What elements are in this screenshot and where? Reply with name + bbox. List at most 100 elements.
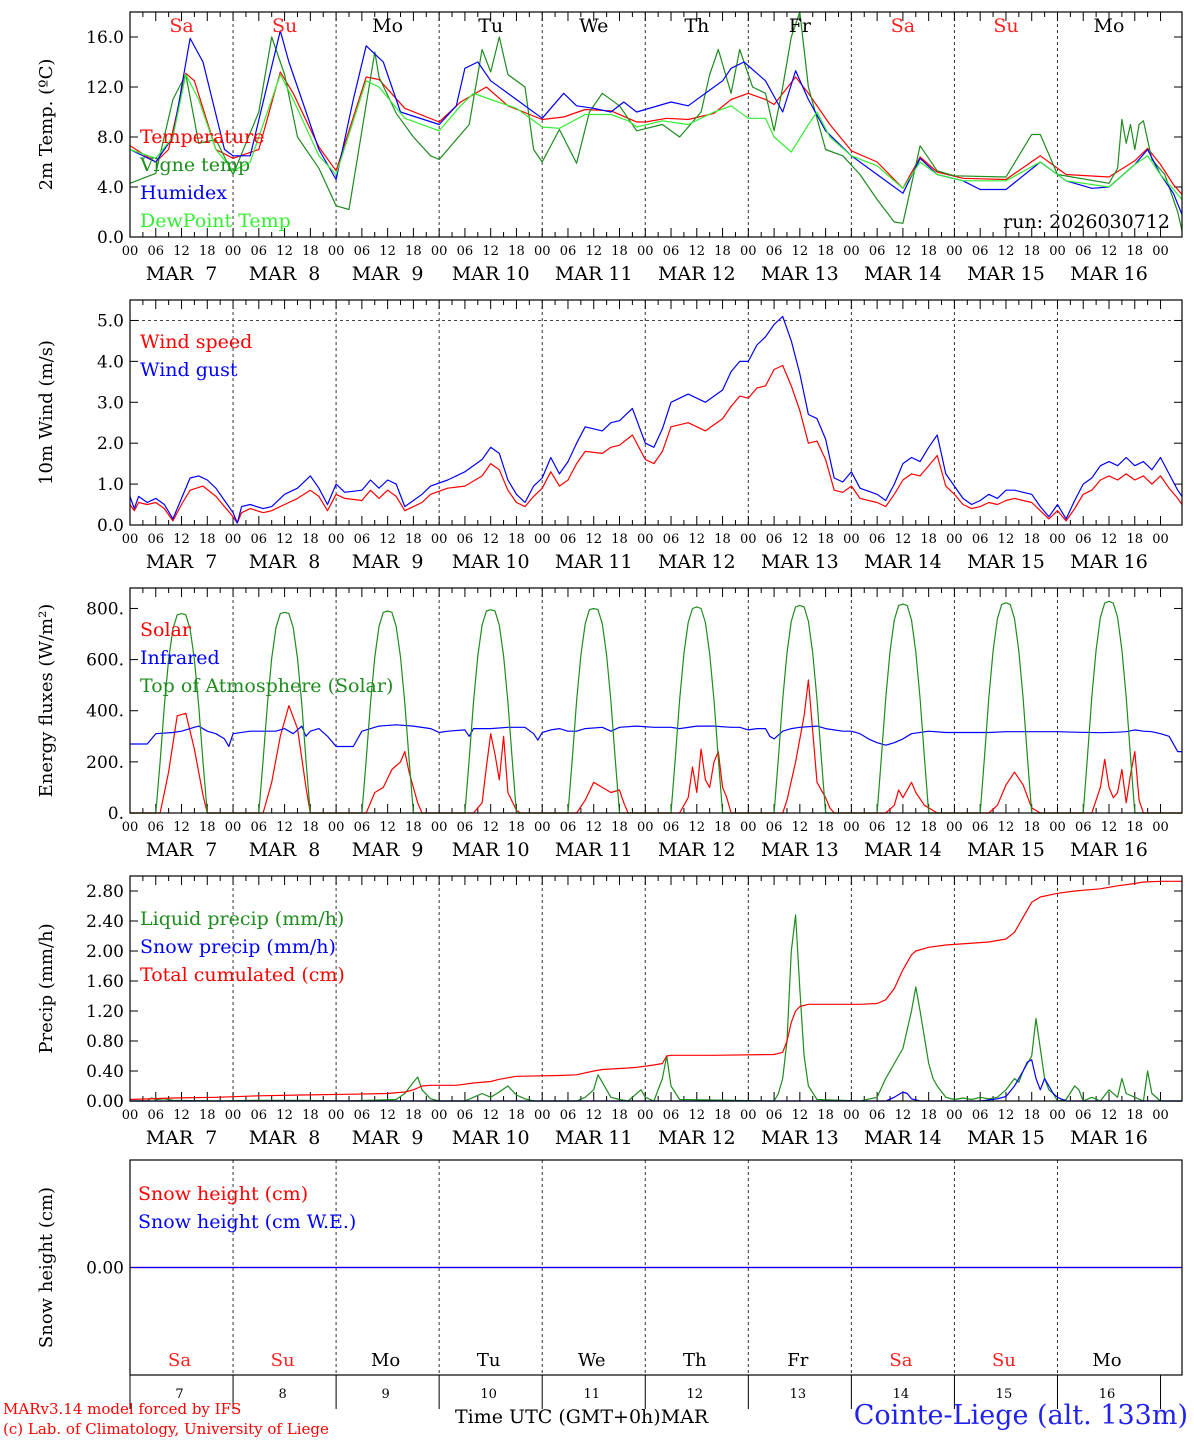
day-number: 9 [381, 1387, 389, 1402]
hour-label: 06 [354, 1108, 371, 1123]
time-axis-month: MAR [660, 1406, 709, 1428]
hour-label: 06 [251, 1108, 268, 1123]
y-tick-label: 2.80 [86, 882, 124, 902]
y-tick-label: 4.0 [97, 178, 124, 198]
weekday-label: Sa [889, 1350, 912, 1371]
legend-entry: Solar [140, 619, 192, 641]
hour-label: 00 [740, 820, 757, 835]
hour-label: 12 [276, 532, 293, 547]
y-tick-label: 3.0 [97, 393, 124, 413]
date-label: MAR 7 [146, 1127, 218, 1149]
y-tick-label: 16.0 [86, 28, 124, 48]
hour-label: 00 [328, 1108, 345, 1123]
hour-label: 18 [405, 820, 422, 835]
weekday-label: Mo [371, 1350, 400, 1371]
legend-entry: Wind gust [140, 359, 238, 381]
y-tick-label: 400. [86, 702, 124, 722]
hour-label: 00 [1049, 244, 1066, 259]
hour-label: 12 [895, 244, 912, 259]
hour-label: 06 [972, 532, 989, 547]
y-tick-label: 0.0 [97, 516, 124, 536]
hour-label: 12 [585, 1108, 602, 1123]
hour-label: 18 [405, 244, 422, 259]
hour-label: 12 [895, 1108, 912, 1123]
date-label: MAR 13 [761, 839, 839, 861]
weekday-label: Fr [789, 15, 812, 37]
weekday-label: Tu [478, 15, 503, 37]
date-label: MAR 16 [1070, 263, 1148, 285]
y-tick-label: 8.0 [97, 128, 124, 148]
legend-entry: Wind speed [140, 331, 252, 353]
date-label: MAR 15 [967, 1127, 1045, 1149]
weekday-label: Sa [891, 15, 915, 37]
series-line-solar [130, 679, 1182, 814]
date-label: MAR 10 [452, 551, 530, 573]
hour-label: 18 [302, 532, 319, 547]
hour-label: 06 [1075, 1108, 1092, 1123]
hour-label: 12 [482, 820, 499, 835]
hour-label: 00 [225, 820, 242, 835]
hour-label: 12 [482, 1108, 499, 1123]
date-label: MAR 7 [146, 551, 218, 573]
hour-label: 06 [354, 820, 371, 835]
weekday-label: Mo [372, 15, 403, 37]
hour-label: 00 [740, 532, 757, 547]
series-line-wind-speed [129, 364, 1183, 524]
hour-label: 06 [457, 244, 474, 259]
hour-label: 12 [482, 532, 499, 547]
hour-label: 06 [560, 1108, 577, 1123]
hour-label: 12 [276, 1108, 293, 1123]
hour-label: 18 [199, 532, 216, 547]
plot-frame [129, 299, 1183, 526]
y-tick-label: 600. [86, 651, 124, 671]
hour-label: 12 [895, 532, 912, 547]
hour-label: 12 [689, 244, 706, 259]
hour-label: 18 [1023, 244, 1040, 259]
hour-label: 06 [251, 244, 268, 259]
y-tick-label: 0.40 [86, 1062, 124, 1082]
date-label: MAR 8 [249, 1127, 321, 1149]
weekday-label: Sa [169, 15, 193, 37]
hour-label: 06 [560, 532, 577, 547]
plot-frame [129, 1159, 1183, 1376]
hour-label: 18 [199, 244, 216, 259]
hour-label: 06 [354, 244, 371, 259]
y-axis-label: Precip (mm/h) [36, 923, 57, 1053]
date-label: MAR 16 [1070, 551, 1148, 573]
weekday-label: Mo [1092, 1350, 1121, 1371]
hour-label: 00 [534, 1108, 551, 1123]
legend-entry: Total cumulated (cm) [140, 964, 345, 986]
legend-entry: Infrared [140, 647, 220, 669]
hour-label: 12 [173, 820, 190, 835]
date-label: MAR 9 [352, 839, 424, 861]
hour-label: 00 [843, 244, 860, 259]
hour-label: 06 [457, 1108, 474, 1123]
y-tick-label: 0.0 [97, 228, 124, 248]
y-axis-label: 2m Temp. (ºC) [36, 59, 57, 191]
legend-entry: Top of Atmosphere (Solar) [140, 675, 393, 697]
hour-label: 00 [946, 244, 963, 259]
hour-label: 12 [998, 532, 1015, 547]
hour-label: 18 [1023, 532, 1040, 547]
hour-label: 06 [1075, 532, 1092, 547]
hour-label: 00 [534, 244, 551, 259]
legend-entry: DewPoint Temp [140, 210, 291, 232]
hour-label: 18 [714, 244, 731, 259]
hour-label: 12 [689, 820, 706, 835]
hour-label: 18 [920, 820, 937, 835]
y-tick-label: 4.0 [97, 352, 124, 372]
day-number: 16 [1099, 1387, 1116, 1402]
legend-entry: Snow height (cm W.E.) [138, 1211, 356, 1233]
hour-label: 00 [534, 820, 551, 835]
hour-label: 00 [843, 820, 860, 835]
y-tick-label: 1.60 [86, 972, 124, 992]
hour-label: 00 [431, 1108, 448, 1123]
y-tick-label: 800. [86, 599, 124, 619]
time-axis-label: Time UTC (GMT+0h)MAR [455, 1406, 708, 1428]
hour-label: 18 [302, 820, 319, 835]
hour-label: 00 [122, 1108, 139, 1123]
hour-label: 00 [946, 1108, 963, 1123]
hour-label: 12 [792, 244, 809, 259]
date-label: MAR 11 [555, 551, 633, 573]
